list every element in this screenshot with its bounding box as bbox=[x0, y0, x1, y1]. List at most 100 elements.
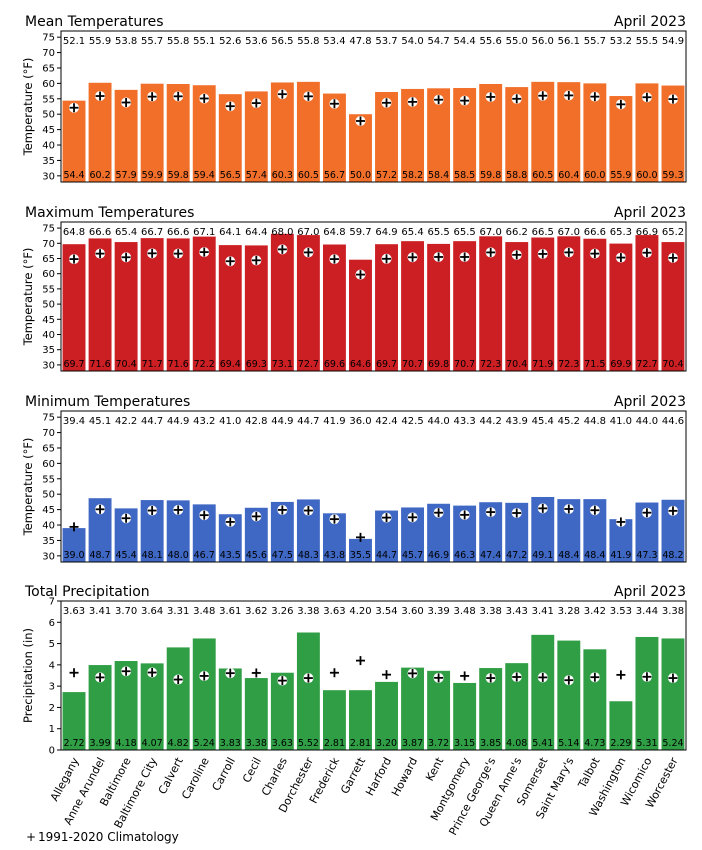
bar-2-11 bbox=[322, 244, 346, 371]
bar-value-label: 43.5 bbox=[220, 550, 241, 561]
bar-3-4 bbox=[140, 500, 164, 562]
bar-1-8 bbox=[244, 91, 268, 182]
bar-value-label: 71.7 bbox=[142, 359, 163, 370]
bar-3-22 bbox=[609, 519, 633, 562]
bar-3-17 bbox=[479, 502, 503, 562]
bar-4-15 bbox=[427, 670, 451, 750]
panel-date: April 2023 bbox=[614, 14, 686, 30]
climatology-label: 3.61 bbox=[219, 606, 241, 617]
climatology-label: 44.7 bbox=[297, 416, 319, 427]
bar-value-label: 47.5 bbox=[272, 550, 293, 561]
climatology-label: 47.8 bbox=[349, 36, 371, 47]
bar-value-label: 5.24 bbox=[194, 738, 215, 749]
bar-value-label: 5.24 bbox=[662, 738, 683, 749]
climatology-label: 3.53 bbox=[610, 606, 632, 617]
bar-2-3 bbox=[114, 242, 138, 371]
bar-2-23 bbox=[635, 235, 659, 371]
climatology-label: 53.8 bbox=[115, 36, 137, 47]
bar-value-label: 48.0 bbox=[168, 550, 189, 561]
bar-value-label: 48.3 bbox=[298, 550, 319, 561]
bar-value-label: 60.5 bbox=[532, 170, 553, 181]
bar-value-label: 73.1 bbox=[272, 359, 293, 370]
bar-value-label: 59.8 bbox=[168, 170, 189, 181]
bar-1-6 bbox=[192, 85, 216, 182]
climatology-label: 67.0 bbox=[558, 227, 580, 238]
bar-value-label: 70.4 bbox=[506, 359, 527, 370]
climatology-label: 54.7 bbox=[427, 36, 449, 47]
bar-3-12 bbox=[349, 538, 372, 562]
panel-title: Total Precipitation bbox=[24, 584, 150, 600]
climatology-label: 66.2 bbox=[506, 227, 528, 238]
y-tick-label: 40 bbox=[42, 330, 55, 341]
climatology-label: 64.1 bbox=[219, 227, 241, 238]
bar-2-22 bbox=[609, 243, 633, 371]
y-tick-label: 5 bbox=[49, 639, 55, 650]
bar-2-4 bbox=[140, 238, 164, 371]
climatology-label: 55.1 bbox=[193, 36, 215, 47]
bar-value-label: 2.29 bbox=[610, 738, 631, 749]
bar-2-18 bbox=[505, 242, 529, 371]
bar-1-2 bbox=[88, 82, 112, 182]
climatology-label: 3.62 bbox=[245, 606, 267, 617]
plot-frame bbox=[60, 410, 687, 563]
climatology-label: 65.5 bbox=[427, 227, 449, 238]
bar-value-label: 3.83 bbox=[220, 738, 241, 749]
legend-symbol: + bbox=[26, 830, 36, 844]
bar-1-24 bbox=[661, 85, 685, 182]
bar-4-12 bbox=[349, 690, 372, 750]
bar-value-label: 69.7 bbox=[63, 359, 84, 370]
bar-4-4 bbox=[140, 663, 164, 750]
climatology-label: 44.9 bbox=[271, 416, 293, 427]
climatology-label: 66.6 bbox=[89, 227, 111, 238]
bar-value-label: 56.7 bbox=[324, 170, 345, 181]
y-tick-label: 75 bbox=[42, 413, 55, 424]
bar-value-label: 58.8 bbox=[506, 170, 527, 181]
bar-1-9 bbox=[270, 82, 294, 182]
bar-4-10 bbox=[296, 632, 320, 750]
bar-value-label: 71.5 bbox=[584, 359, 605, 370]
climatology-label: 3.31 bbox=[167, 606, 189, 617]
bar-2-24 bbox=[661, 242, 685, 371]
climatology-label: 39.4 bbox=[63, 416, 85, 427]
bar-4-5 bbox=[166, 647, 190, 750]
bar-2-14 bbox=[401, 241, 425, 371]
climatology-label: 55.7 bbox=[141, 36, 163, 47]
bar-value-label: 58.5 bbox=[454, 170, 475, 181]
chart-panels: Mean Temperatures April 20233035404550556… bbox=[21, 14, 687, 757]
legend: + 1991-2020 Climatology bbox=[26, 830, 179, 844]
climatology-label: 45.4 bbox=[532, 416, 554, 427]
climatology-label: 66.6 bbox=[167, 227, 189, 238]
bar-2-10 bbox=[296, 235, 320, 371]
climatology-label: 65.4 bbox=[401, 227, 423, 238]
bar-value-label: 3.20 bbox=[376, 738, 397, 749]
panel-title: Minimum Temperatures bbox=[25, 394, 190, 410]
climatology-label: 3.39 bbox=[427, 606, 449, 617]
climatology-label: 54.0 bbox=[401, 36, 423, 47]
bar-3-13 bbox=[375, 510, 398, 562]
bar-3-9 bbox=[270, 501, 294, 562]
bar-1-18 bbox=[505, 87, 529, 182]
bar-3-11 bbox=[322, 513, 346, 562]
y-tick-label: 30 bbox=[42, 551, 55, 562]
climatology-label: 3.42 bbox=[584, 606, 606, 617]
bar-1-4 bbox=[140, 83, 164, 182]
y-tick-label: 0 bbox=[49, 746, 55, 757]
bar-2-21 bbox=[583, 238, 607, 371]
climatology-label: 3.26 bbox=[271, 606, 293, 617]
bar-value-label: 5.14 bbox=[558, 738, 579, 749]
climatology-label: 44.9 bbox=[167, 416, 189, 427]
climatology-label: 3.48 bbox=[454, 606, 476, 617]
climatology-label: 65.5 bbox=[454, 227, 476, 238]
bar-value-label: 69.4 bbox=[220, 359, 241, 370]
y-tick-label: 60 bbox=[42, 269, 55, 280]
climatology-label: 43.9 bbox=[506, 416, 528, 427]
bar-value-label: 69.7 bbox=[376, 359, 397, 370]
bar-4-19 bbox=[531, 634, 555, 750]
bar-3-21 bbox=[583, 499, 607, 562]
climatology-label: 65.2 bbox=[662, 227, 684, 238]
bar-value-label: 71.6 bbox=[89, 359, 110, 370]
bar-value-label: 5.52 bbox=[298, 738, 319, 749]
bar-value-label: 49.1 bbox=[532, 550, 553, 561]
bar-2-7 bbox=[218, 245, 242, 371]
